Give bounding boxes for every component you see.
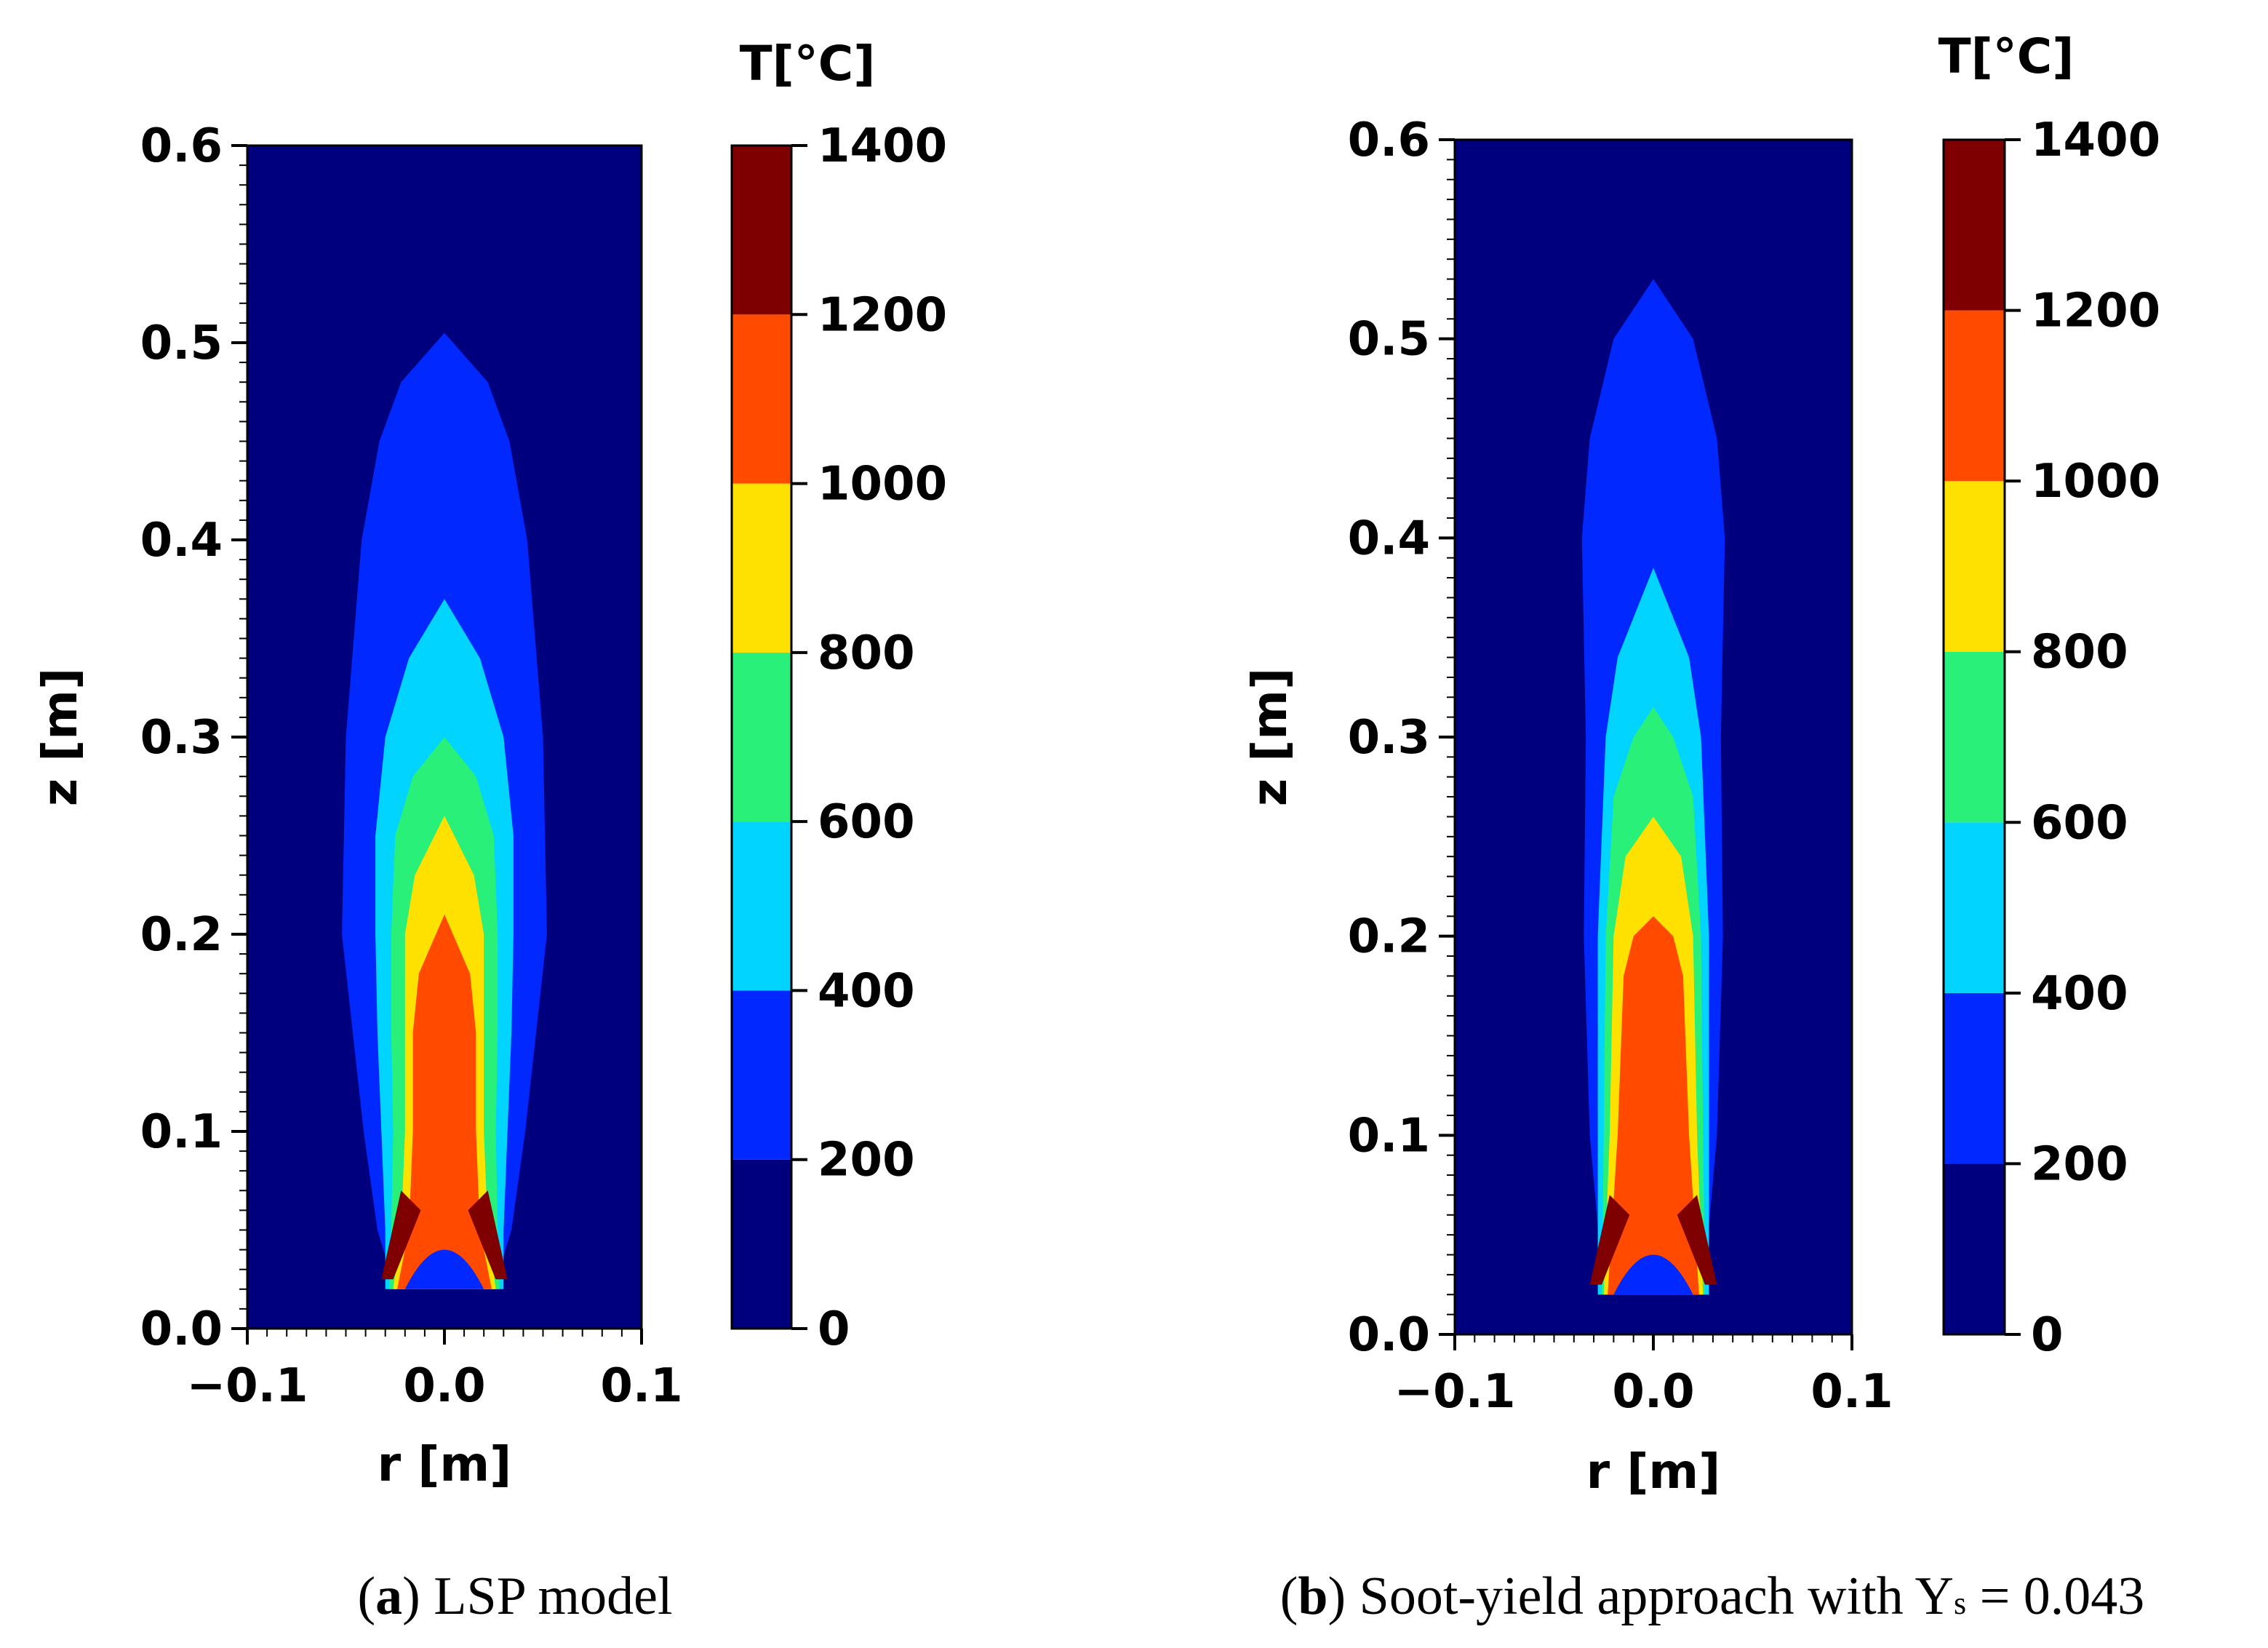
caption-panel-label-a: a	[375, 1567, 402, 1626]
colorbar-tick-label: 800	[818, 626, 915, 680]
colorbar-band	[1944, 651, 2005, 823]
axis-ticks-b	[1439, 138, 1853, 1350]
y-tick-label: 0.4	[1348, 511, 1430, 565]
x-tick-label: 0.0	[403, 1359, 485, 1413]
contour-1000-b	[1608, 916, 1699, 1295]
y-tick-label: 0.5	[1348, 313, 1430, 367]
x-tick-label: −0.1	[1394, 1365, 1516, 1419]
y-tick-label: 0.0	[1348, 1308, 1430, 1362]
caption-text-a: LSP model	[434, 1567, 672, 1626]
colorbar-tick-label: 0	[2031, 1308, 2064, 1362]
y-tick-label: 0.3	[140, 711, 223, 765]
colorbar-band	[1944, 992, 2005, 1164]
caption-subscript-b: s	[1954, 1585, 1966, 1621]
hot-spot-left-b	[1589, 1195, 1630, 1285]
colorbar-band	[732, 1159, 791, 1329]
colorbar-tick-label: 800	[2031, 626, 2128, 680]
colorbar-tick-label: 400	[818, 964, 915, 1018]
colorbar-tick-label: 1200	[2031, 284, 2160, 338]
colorbar-frame-a	[730, 144, 793, 1330]
y-tick-label: 0.1	[1348, 1109, 1430, 1163]
y-axis-label-b: z [m]	[1242, 668, 1298, 807]
colorbar-tick-label: 600	[2031, 796, 2128, 850]
colorbar-band	[732, 483, 791, 653]
x-axis-label-a: r [m]	[378, 1436, 512, 1492]
x-tick-labels-b: −0.1 0.0 0.1	[1394, 1365, 1893, 1419]
colorbar-b	[1944, 138, 2021, 1336]
colorbar-tick-label: 1400	[2031, 114, 2160, 167]
hot-spot-right-a	[468, 1190, 508, 1280]
colorbar-band	[1944, 481, 2005, 652]
y-tick-labels-b: 0.0 0.1 0.2 0.3 0.4 0.5 0.6	[1348, 114, 1430, 1362]
colorbar-tick-labels-a: 0 200 400 600 800 1000 1200 1400	[818, 119, 947, 1356]
y-tick-label: 0.2	[1348, 910, 1430, 964]
contour-1000-a	[397, 914, 492, 1289]
x-tick-label: 0.1	[600, 1359, 682, 1413]
temperature-field-b	[1581, 279, 1725, 1295]
y-tick-label: 0.6	[1348, 114, 1430, 167]
colorbar-tick-label: 1000	[818, 458, 947, 511]
colorbar-title-a: T[°C]	[740, 36, 876, 92]
colorbar-frame-b	[1942, 138, 2006, 1336]
y-tick-labels-a: 0.0 0.1 0.2 0.3 0.4 0.5 0.6	[140, 119, 223, 1356]
colorbar-band	[1944, 310, 2005, 482]
inner-core-b	[1613, 1254, 1693, 1295]
colorbar-band	[732, 652, 791, 822]
x-tick-label: −0.1	[187, 1359, 308, 1413]
colorbar-tick-label: 1200	[818, 288, 947, 342]
y-tick-label: 0.3	[1348, 711, 1430, 765]
y-tick-label: 0.4	[140, 514, 223, 568]
panel-a: 0.00.10.20.30.40.50.6 −0.1 0.0 0.1 r [m] z…	[32, 36, 947, 1626]
colorbar-tick-label: 1400	[818, 119, 947, 173]
colorbar-tick-label: 200	[818, 1134, 915, 1187]
caption-panel-label-b: b	[1298, 1567, 1327, 1626]
x-axis-label-b: r [m]	[1586, 1444, 1721, 1500]
hot-spot-left-a	[381, 1190, 421, 1280]
panel-b: 0.00.10.20.30.40.50.6 −0.1 0.0 0.1 r [m] z…	[1242, 28, 2160, 1626]
colorbar-a	[732, 144, 807, 1330]
inner-core-a	[404, 1249, 484, 1289]
colorbar-band	[1944, 1163, 2005, 1334]
caption-a: (a) LSP model	[357, 1567, 672, 1626]
caption-b: (b) Soot-yield approach with Ys = 0.043	[1280, 1567, 2145, 1626]
y-tick-label: 0.2	[140, 908, 223, 962]
y-tick-label: 0.5	[140, 317, 223, 370]
colorbar-tick-labels-b: 0 200 400 600 800 1000 1200 1400	[2031, 114, 2160, 1362]
temperature-field-a	[342, 333, 547, 1289]
colorbar-band	[732, 821, 791, 991]
colorbar-tick-label: 200	[2031, 1137, 2128, 1191]
y-axis-label-a: z [m]	[32, 668, 88, 807]
colorbar-tick-label: 0	[818, 1302, 850, 1356]
caption-tail-b: = 0.043	[1966, 1567, 2144, 1626]
colorbar-band	[732, 314, 791, 484]
x-tick-labels-a: −0.1 0.0 0.1	[187, 1359, 683, 1413]
axis-ticks-a	[231, 144, 643, 1345]
caption-text-b: Soot-yield approach with Y	[1359, 1567, 1954, 1626]
colorbar-band	[732, 146, 791, 315]
colorbar-tick-label: 600	[818, 795, 915, 849]
colorbar-band	[1944, 822, 2005, 993]
x-tick-label: 0.0	[1612, 1365, 1694, 1419]
colorbar-tick-label: 1000	[2031, 455, 2160, 509]
y-tick-label: 0.0	[140, 1302, 223, 1356]
colorbar-title-b: T[°C]	[1938, 28, 2075, 84]
x-tick-label: 0.1	[1810, 1365, 1893, 1419]
y-tick-label: 0.1	[140, 1105, 223, 1159]
colorbar-band	[1944, 140, 2005, 311]
colorbar-band	[732, 990, 791, 1160]
colorbar-tick-label: 400	[2031, 967, 2128, 1021]
hot-spot-right-b	[1677, 1195, 1717, 1285]
y-tick-label: 0.6	[140, 119, 223, 173]
